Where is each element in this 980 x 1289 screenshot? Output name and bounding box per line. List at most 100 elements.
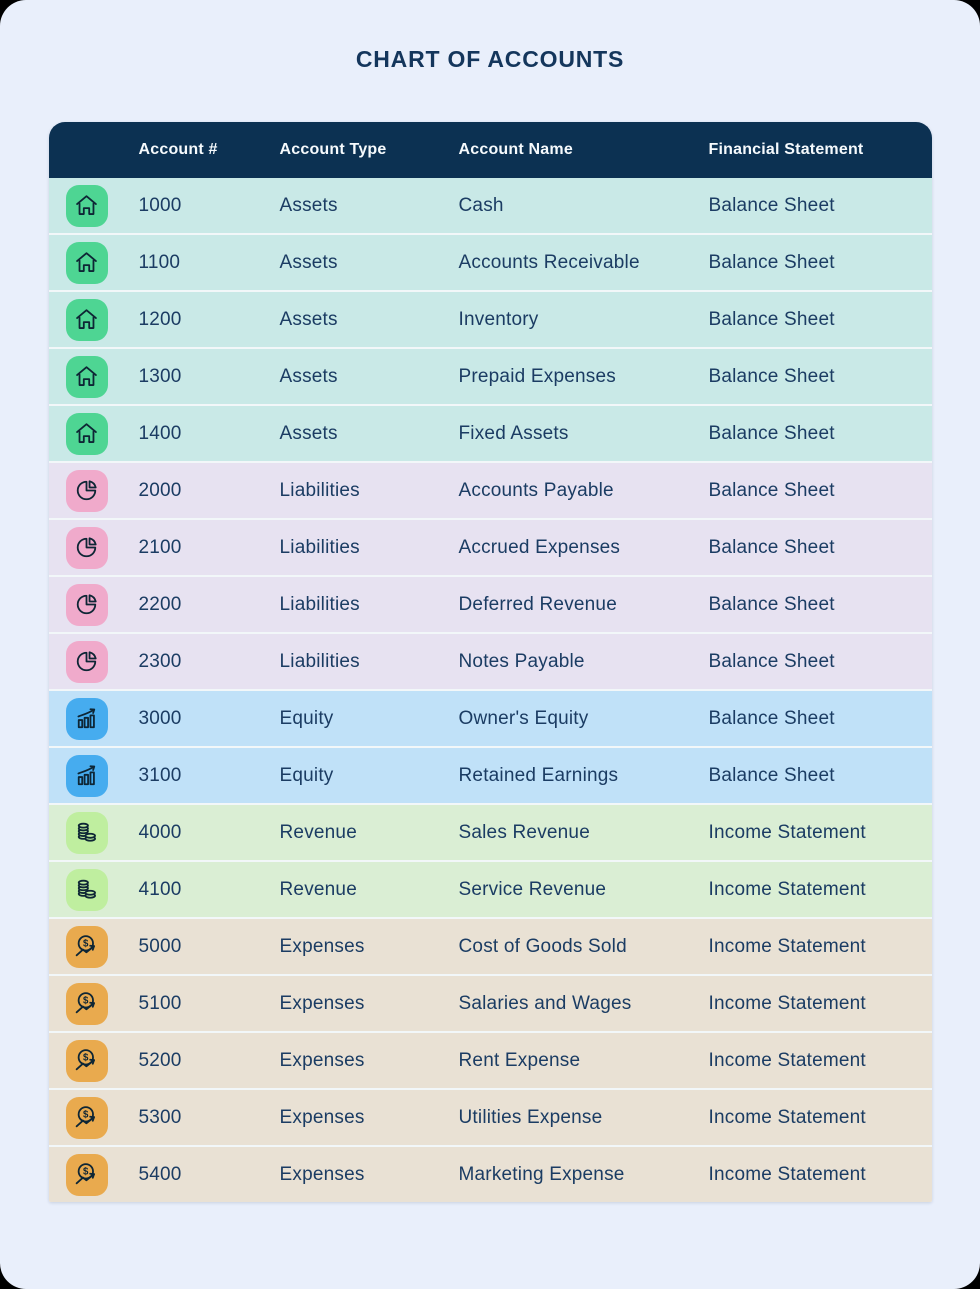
cell-account-name: Marketing Expense <box>458 1163 625 1185</box>
house-icon <box>65 184 108 227</box>
table-row: 2300 Liabilities Notes Payable Balance S… <box>48 634 932 689</box>
cell-account-type: Expenses <box>279 935 365 957</box>
cell-account-number: 5200 <box>138 1049 182 1071</box>
svg-text:$: $ <box>83 939 89 950</box>
column-header-account-name: Account Name <box>458 141 573 158</box>
table-row: 1400 Assets Fixed Assets Balance Sheet <box>48 406 932 461</box>
house-icon <box>65 241 108 284</box>
cell-financial-statement: Income Statement <box>708 1049 866 1071</box>
cell-financial-statement: Balance Sheet <box>708 479 835 501</box>
cell-account-type: Liabilities <box>279 650 360 672</box>
cell-account-name: Notes Payable <box>458 650 585 672</box>
cell-financial-statement: Balance Sheet <box>708 365 835 387</box>
cell-financial-statement: Income Statement <box>708 821 866 843</box>
cell-account-type: Expenses <box>279 1163 365 1185</box>
cell-account-number: 1200 <box>138 308 182 330</box>
table-row: 1100 Assets Accounts Receivable Balance … <box>48 235 932 290</box>
cell-financial-statement: Balance Sheet <box>708 251 835 273</box>
cell-account-number: 2300 <box>138 650 182 672</box>
chart-of-accounts-table: Account # Account Type Account Name Fina… <box>48 122 932 1202</box>
cell-financial-statement: Balance Sheet <box>708 194 835 216</box>
cell-financial-statement: Income Statement <box>708 1106 866 1128</box>
cell-financial-statement: Balance Sheet <box>708 650 835 672</box>
pie-chart-icon <box>65 526 108 569</box>
cell-account-name: Owner's Equity <box>458 707 589 729</box>
table-row: 2000 Liabilities Accounts Payable Balanc… <box>48 463 932 518</box>
cell-financial-statement: Income Statement <box>708 935 866 957</box>
cell-account-name: Accounts Receivable <box>458 251 640 273</box>
table-header-row: Account # Account Type Account Name Fina… <box>48 122 932 178</box>
cell-account-name: Fixed Assets <box>458 422 569 444</box>
cell-account-name: Accrued Expenses <box>458 536 621 558</box>
table-row: $ 5300 Expenses Utilities Expense Income… <box>48 1090 932 1145</box>
cell-account-name: Service Revenue <box>458 878 607 900</box>
house-icon <box>65 412 108 455</box>
cell-account-type: Liabilities <box>279 593 360 615</box>
house-icon <box>65 355 108 398</box>
table-row: $ 5100 Expenses Salaries and Wages Incom… <box>48 976 932 1031</box>
coins-icon <box>65 811 108 854</box>
cell-financial-statement: Income Statement <box>708 878 866 900</box>
cell-account-name: Deferred Revenue <box>458 593 617 615</box>
table-row: 4100 Revenue Service Revenue Income Stat… <box>48 862 932 917</box>
cell-account-name: Prepaid Expenses <box>458 365 616 387</box>
cell-account-name: Sales Revenue <box>458 821 590 843</box>
cell-account-number: 3000 <box>138 707 182 729</box>
svg-text:$: $ <box>83 996 89 1007</box>
cell-account-type: Expenses <box>279 992 365 1014</box>
bar-chart-icon <box>65 697 108 740</box>
pie-chart-icon <box>65 583 108 626</box>
bar-chart-icon <box>65 754 108 797</box>
cell-account-number: 5100 <box>138 992 182 1014</box>
cell-account-name: Salaries and Wages <box>458 992 632 1014</box>
cell-account-name: Cost of Goods Sold <box>458 935 627 957</box>
table-row: 3100 Equity Retained Earnings Balance Sh… <box>48 748 932 803</box>
cell-financial-statement: Balance Sheet <box>708 536 835 558</box>
cell-account-name: Retained Earnings <box>458 764 619 786</box>
cell-financial-statement: Balance Sheet <box>708 593 835 615</box>
table-body: 1000 Assets Cash Balance Sheet 1100 Asse… <box>48 178 932 1202</box>
dollar-trend-icon: $ <box>65 982 108 1025</box>
table-row: 3000 Equity Owner's Equity Balance Sheet <box>48 691 932 746</box>
cell-account-number: 1300 <box>138 365 182 387</box>
svg-text:$: $ <box>83 1110 89 1121</box>
cell-financial-statement: Balance Sheet <box>708 422 835 444</box>
cell-account-type: Assets <box>279 422 338 444</box>
page-title: CHART OF ACCOUNTS <box>355 46 625 72</box>
cell-financial-statement: Balance Sheet <box>708 707 835 729</box>
dollar-trend-icon: $ <box>65 1153 108 1196</box>
pie-chart-icon <box>65 469 108 512</box>
cell-account-number: 1100 <box>138 251 181 273</box>
table-row: $ 5200 Expenses Rent Expense Income Stat… <box>48 1033 932 1088</box>
cell-account-name: Accounts Payable <box>458 479 614 501</box>
dollar-trend-icon: $ <box>65 1096 108 1139</box>
cell-account-type: Revenue <box>279 878 357 900</box>
cell-account-type: Assets <box>279 251 338 273</box>
cell-account-number: 5400 <box>138 1163 182 1185</box>
table-row: 2200 Liabilities Deferred Revenue Balanc… <box>48 577 932 632</box>
table-row: 4000 Revenue Sales Revenue Income Statem… <box>48 805 932 860</box>
cell-account-type: Equity <box>279 764 334 786</box>
cell-account-number: 4100 <box>138 878 182 900</box>
pie-chart-icon <box>65 640 108 683</box>
house-icon <box>65 298 108 341</box>
cell-account-number: 3100 <box>138 764 182 786</box>
cell-account-type: Equity <box>279 707 334 729</box>
cell-account-number: 1000 <box>138 194 182 216</box>
cell-account-name: Utilities Expense <box>458 1106 603 1128</box>
cell-account-number: 1400 <box>138 422 182 444</box>
table-row: 2100 Liabilities Accrued Expenses Balanc… <box>48 520 932 575</box>
table-row: 1300 Assets Prepaid Expenses Balance She… <box>48 349 932 404</box>
svg-text:$: $ <box>83 1053 89 1064</box>
cell-account-type: Assets <box>279 308 338 330</box>
table-row: $ 5400 Expenses Marketing Expense Income… <box>48 1147 932 1202</box>
cell-account-type: Expenses <box>279 1049 365 1071</box>
cell-account-number: 5300 <box>138 1106 182 1128</box>
cell-account-type: Revenue <box>279 821 357 843</box>
cell-financial-statement: Income Statement <box>708 1163 866 1185</box>
column-header-account-number: Account # <box>138 141 218 158</box>
cell-financial-statement: Balance Sheet <box>708 764 835 786</box>
table-row: 1200 Assets Inventory Balance Sheet <box>48 292 932 347</box>
cell-account-number: 2100 <box>138 536 182 558</box>
column-header-account-type: Account Type <box>279 141 387 158</box>
